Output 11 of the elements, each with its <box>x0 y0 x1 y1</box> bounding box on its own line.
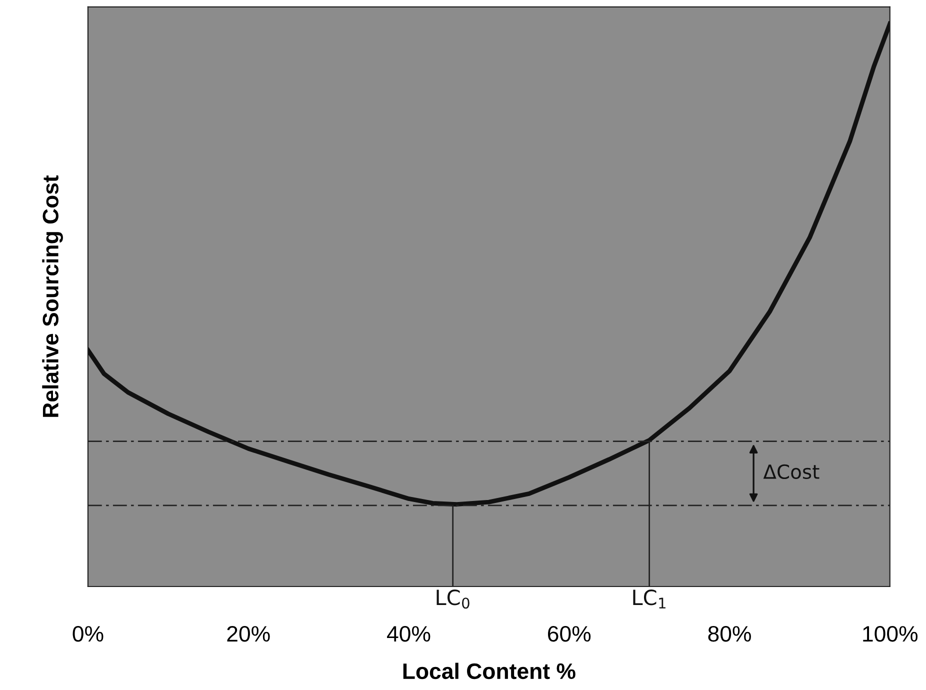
y-axis-title: Relative Sourcing Cost <box>42 175 63 417</box>
x-tick-label: 40% <box>387 626 430 642</box>
x-tick-label: 20% <box>227 626 270 642</box>
annotation: ΔCost <box>763 464 820 480</box>
x-tick-label: 80% <box>708 626 751 642</box>
x-tick-label: 100% <box>863 626 918 642</box>
ref-line-label: LC$_{1}$ <box>633 590 666 608</box>
x-tick-label: 60% <box>548 626 591 642</box>
x-tick-label: 0% <box>72 626 104 642</box>
x-axis-title: Local Content % <box>403 662 576 680</box>
ref-line-label: LC$_{0}$ <box>436 590 470 609</box>
